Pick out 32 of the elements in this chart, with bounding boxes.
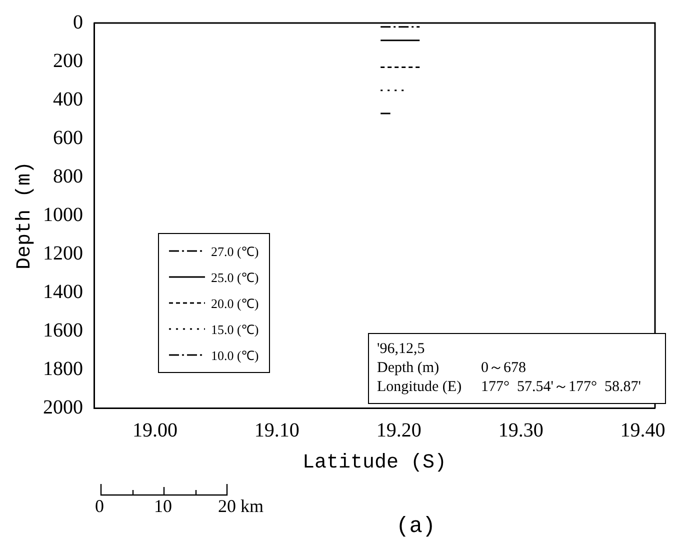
y-tick-label: 1000 [43,204,83,226]
y-tick-label: 1400 [43,280,83,303]
y-axis-title: Depth (m) [13,161,36,270]
y-tick-label: 200 [53,50,83,72]
legend-label: 10.0 (℃) [211,347,259,364]
text: 10 [154,496,172,517]
text: 20 km [218,496,264,517]
annotation: 177° 57.54'～177° 58.87' [481,378,641,397]
x-axis-title: Latitude (S) [302,451,447,474]
y-tick-label: 2000 [43,396,83,418]
legend-label: 25.0 (℃) [211,269,259,286]
annotation: 0～678 [481,359,526,378]
annotation: '96,12,5 [377,340,426,359]
y-tick-label: 1800 [43,358,83,380]
x-tick-label: 19.00 [132,419,178,442]
x-tick-label: 19.30 [498,419,544,442]
text: (a) [396,514,436,539]
y-tick-label: 800 [53,165,83,188]
y-tick-label: 1600 [43,319,83,342]
annotation: Longitude (E) [377,378,463,397]
annotation: Depth (m) [377,359,440,378]
legend-label: 27.0 (℃) [211,243,259,260]
text: 0 [95,496,104,517]
x-tick-label: 19.40 [620,419,666,442]
y-tick-label: 600 [53,126,83,149]
x-tick-label: 19.20 [376,419,422,442]
y-tick-label: 400 [53,88,83,110]
legend-label: 15.0 (℃) [211,321,259,338]
x-tick-label: 19.10 [254,419,300,442]
legend-label: 20.0 (℃) [211,295,259,312]
y-tick-label: 1200 [43,242,83,264]
y-tick-label: 0 [73,11,83,34]
